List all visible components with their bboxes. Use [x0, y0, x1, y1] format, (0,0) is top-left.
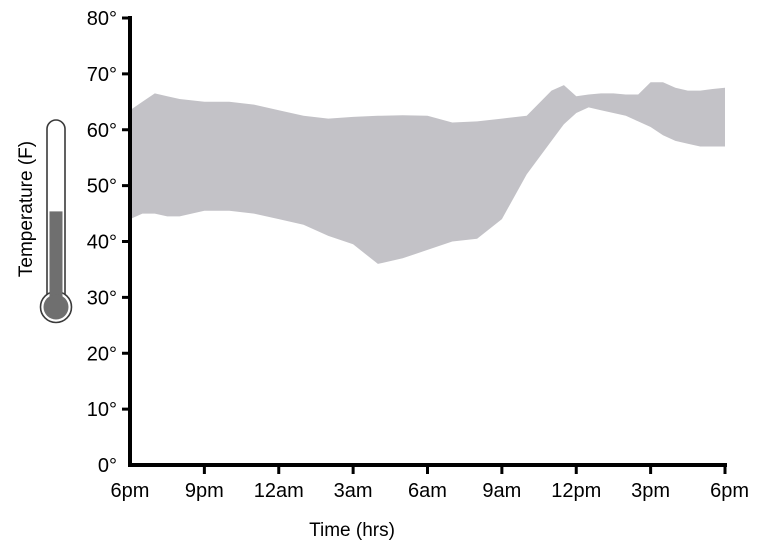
y-tick-label: 10° — [87, 399, 117, 421]
y-tick-label: 80° — [87, 8, 117, 30]
x-tick-label: 6am — [408, 480, 447, 502]
x-tick-label: 9am — [482, 480, 521, 502]
x-tick-label: 12pm — [551, 480, 601, 502]
y-tick-label: 40° — [87, 232, 117, 254]
temperature-range-band — [130, 82, 725, 264]
y-tick-label: 30° — [87, 287, 117, 309]
y-tick-label: 50° — [87, 176, 117, 198]
x-tick-label: 12am — [254, 480, 304, 502]
thermometer-bulb-fill — [43, 294, 69, 320]
y-axis-title: Temperature (F) — [16, 141, 37, 277]
x-tick-label: 9pm — [185, 480, 224, 502]
x-tick-label: 6pm — [111, 480, 150, 502]
thermometer-icon — [39, 119, 73, 324]
thermometer-fill — [49, 211, 63, 305]
x-tick-label: 3am — [334, 480, 373, 502]
y-tick-label: 0° — [98, 455, 117, 477]
x-axis-ticks: 6pm 9pm 12am 3am 6am 9am 12pm 3pm 6pm — [111, 465, 749, 502]
temperature-band-layer — [130, 82, 725, 264]
y-tick-label: 70° — [87, 64, 117, 86]
x-axis-title: Time (hrs) — [309, 520, 395, 541]
y-tick-label: 60° — [87, 120, 117, 142]
y-tick-label: 20° — [87, 343, 117, 365]
x-tick-label: 6pm — [710, 480, 749, 502]
x-tick-label: 3pm — [631, 480, 670, 502]
y-axis-ticks: 0° 10° 20° 30° 40° 50° 60° 70° 80° — [87, 8, 130, 477]
